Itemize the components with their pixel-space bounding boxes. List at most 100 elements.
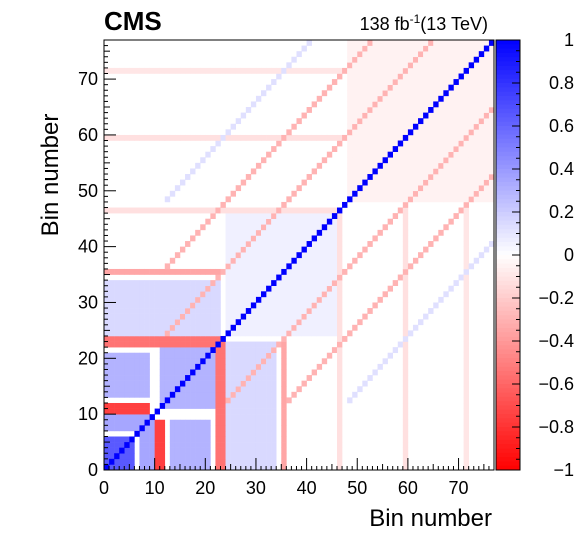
colorbar-segment <box>496 384 520 389</box>
heatmap-cell <box>200 285 206 292</box>
heatmap-cell <box>397 123 404 130</box>
heatmap-cell <box>402 56 409 63</box>
heatmap-cell <box>326 330 333 337</box>
heatmap-cell <box>316 207 323 214</box>
heatmap-cell <box>423 174 429 180</box>
heatmap-cell <box>179 447 186 454</box>
heatmap-cell <box>215 447 221 454</box>
heatmap-cell <box>200 347 206 354</box>
heatmap-cell <box>336 324 343 331</box>
heatmap-cell <box>230 229 236 236</box>
heatmap-cell <box>468 90 475 97</box>
heatmap-cell <box>144 296 150 303</box>
heatmap-cell <box>109 291 115 298</box>
heatmap-cell <box>387 56 393 63</box>
heatmap-cell <box>423 51 429 58</box>
heatmap-cell <box>357 40 363 46</box>
heatmap-cell <box>357 386 363 393</box>
colorbar-segment <box>496 293 520 299</box>
heatmap-cell <box>387 285 393 292</box>
heatmap-cell <box>271 308 277 314</box>
heatmap-cell <box>352 162 358 169</box>
heatmap-cell <box>296 308 302 314</box>
heatmap-cell <box>438 196 444 203</box>
heatmap-cell <box>296 268 302 275</box>
heatmap-cell <box>124 296 130 303</box>
heatmap-cell <box>433 140 439 147</box>
heatmap-cell <box>109 408 115 415</box>
heatmap-cell <box>109 436 115 443</box>
colorbar-tick-label: 0.8 <box>549 73 574 93</box>
heatmap-cell <box>276 252 282 259</box>
heatmap-cell <box>124 352 130 359</box>
heatmap-cell <box>433 134 439 141</box>
heatmap-cell <box>245 352 252 359</box>
heatmap-cell <box>164 386 171 393</box>
heatmap-cell <box>458 95 464 102</box>
heatmap-cell <box>418 151 424 158</box>
heatmap-cell <box>255 419 262 426</box>
heatmap-cell <box>250 229 257 236</box>
heatmap-cell <box>281 380 287 387</box>
heatmap-cell <box>336 285 343 292</box>
diagonal-cell <box>392 146 399 152</box>
heatmap-cell <box>144 464 150 471</box>
heatmap-cell <box>104 391 110 398</box>
heatmap-cell <box>195 453 201 460</box>
heatmap-cell <box>200 330 206 337</box>
heatmap-cell <box>215 352 221 359</box>
heatmap-cell <box>104 375 110 381</box>
heatmap-cell <box>448 179 454 186</box>
heatmap-cell <box>144 425 150 432</box>
heatmap-cell <box>473 134 480 141</box>
heatmap-cell <box>240 436 247 443</box>
heatmap-cell <box>362 40 368 46</box>
heatmap-cell <box>159 207 166 214</box>
heatmap-cell <box>200 308 206 314</box>
heatmap-cell <box>276 224 282 231</box>
heatmap-cell <box>190 363 196 370</box>
colorbar-segment <box>496 108 520 114</box>
heatmap-cell <box>240 257 247 264</box>
heatmap-cell <box>382 123 388 130</box>
heatmap-cell <box>478 112 485 119</box>
colorbar-segment <box>496 353 520 359</box>
heatmap-cell <box>438 56 444 63</box>
heatmap-cell <box>119 335 125 342</box>
heatmap-cell <box>392 347 399 354</box>
heatmap-cell <box>195 324 201 331</box>
heatmap-cell <box>407 62 414 69</box>
heatmap-cell <box>438 168 444 175</box>
heatmap-cell <box>321 218 328 225</box>
heatmap-cell <box>240 430 247 437</box>
heatmap-cell <box>154 291 161 298</box>
colorbar-segment <box>496 199 520 204</box>
heatmap-cell <box>367 112 373 119</box>
heatmap-cell <box>276 235 282 242</box>
heatmap-cell <box>245 391 252 398</box>
heatmap-cell <box>235 252 242 259</box>
heatmap-cell <box>402 51 409 58</box>
heatmap-cell <box>195 313 201 320</box>
diagonal-cell <box>200 358 206 365</box>
heatmap-cell <box>402 224 409 231</box>
heatmap-cell <box>301 207 307 214</box>
heatmap-cell <box>453 84 459 91</box>
heatmap-cell <box>159 296 166 303</box>
heatmap-cell <box>316 363 323 370</box>
heatmap-cell <box>347 79 353 85</box>
heatmap-cell <box>362 185 368 192</box>
heatmap-cell <box>114 324 120 331</box>
heatmap-cell <box>448 67 454 74</box>
diagonal-cell <box>190 369 196 376</box>
heatmap-cell <box>362 56 368 63</box>
heatmap-cell <box>281 263 287 270</box>
diagonal-cell <box>154 408 161 415</box>
heatmap-cell <box>215 330 221 337</box>
heatmap-cell <box>377 363 383 370</box>
heatmap-cell <box>139 330 145 337</box>
heatmap-cell <box>154 296 161 303</box>
heatmap-cell <box>169 280 176 287</box>
heatmap-cell <box>392 123 399 130</box>
heatmap-cell <box>240 285 247 292</box>
